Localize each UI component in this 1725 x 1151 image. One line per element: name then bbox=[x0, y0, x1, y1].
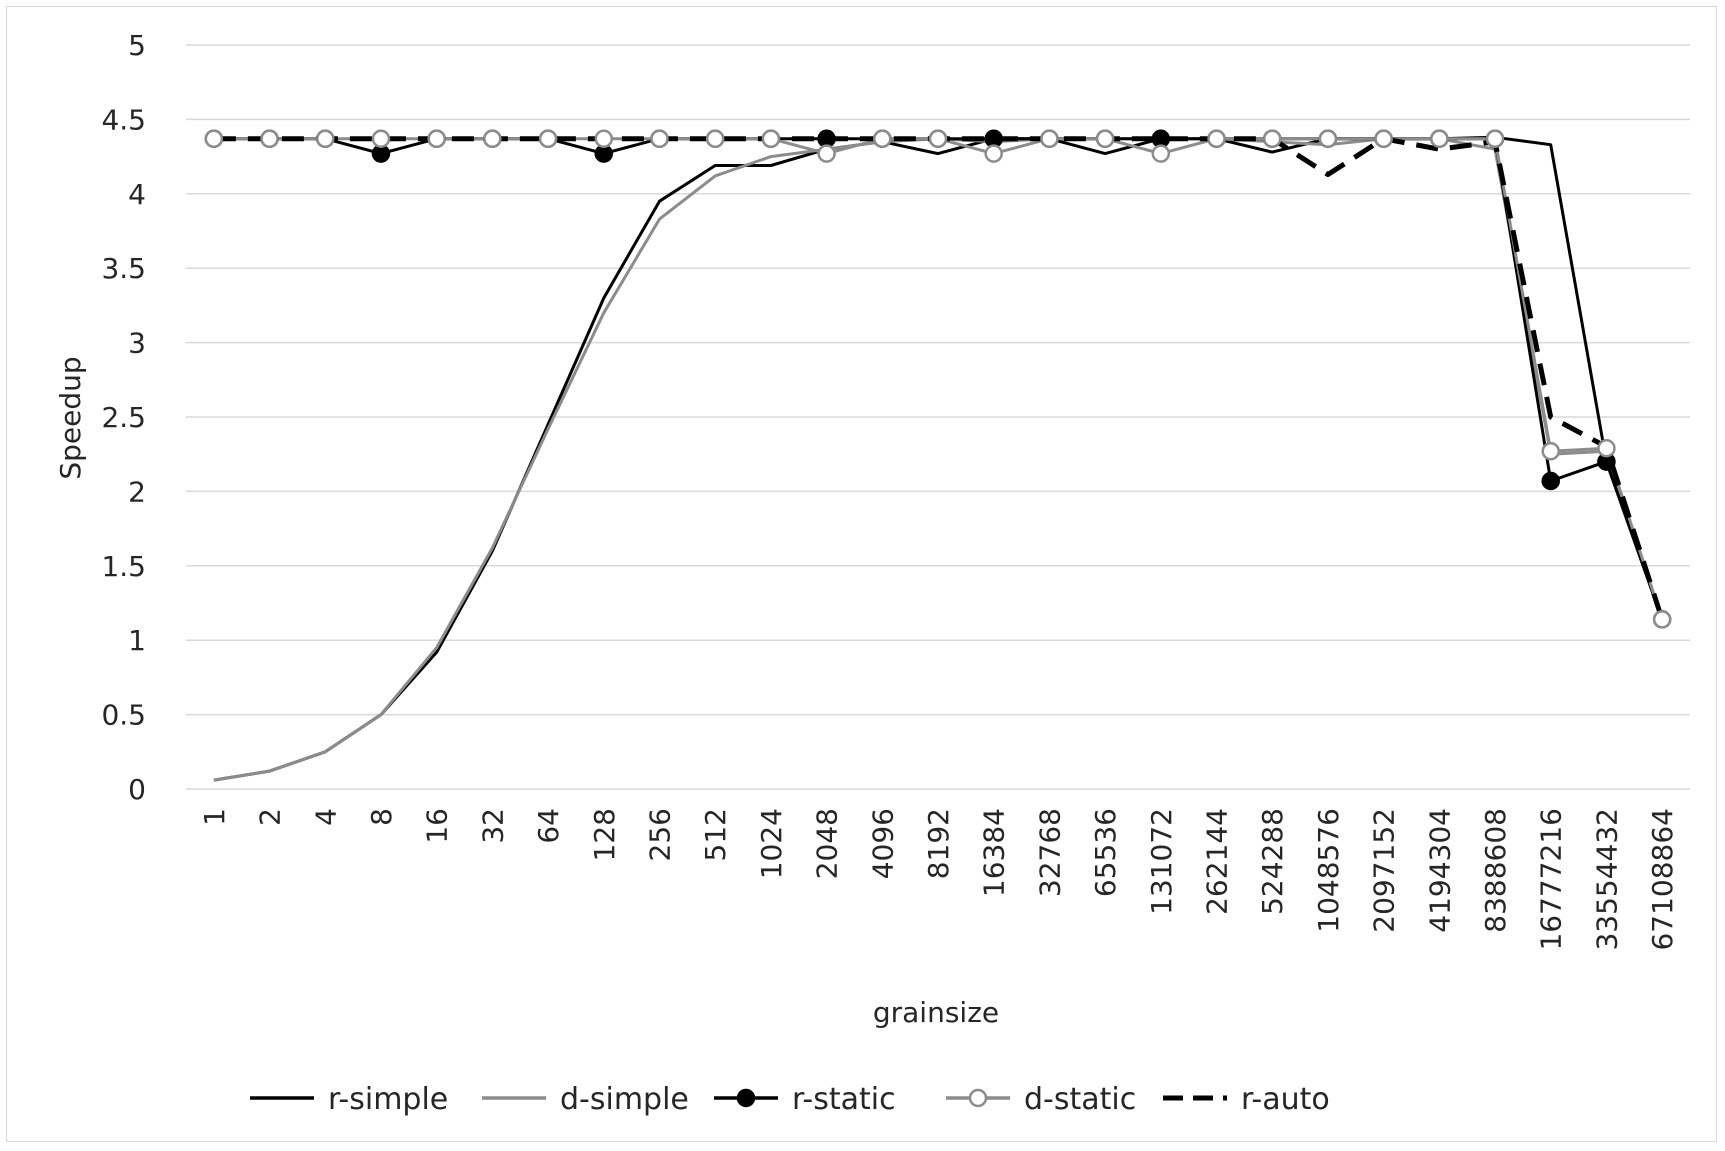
data-point-r-static bbox=[594, 144, 614, 163]
y-tick-label: 2.5 bbox=[101, 401, 146, 434]
data-point-d-static bbox=[650, 129, 669, 148]
x-tick-label: 2097152 bbox=[1368, 808, 1401, 933]
data-point-d-static bbox=[1597, 438, 1616, 458]
legend-label: r-static bbox=[792, 1082, 896, 1117]
data-point-d-static bbox=[761, 129, 781, 148]
y-tick-label: 1 bbox=[128, 624, 146, 657]
y-tick-label: 4 bbox=[128, 178, 146, 211]
data-point-d-static bbox=[427, 129, 446, 148]
legend-label: r-auto bbox=[1241, 1082, 1330, 1117]
legend-label: d-simple bbox=[560, 1082, 689, 1117]
x-tick-label: 1024 bbox=[755, 808, 788, 879]
x-axis-title: grainsize bbox=[873, 996, 999, 1029]
gridlines bbox=[186, 44, 1690, 790]
data-point-d-static bbox=[260, 129, 279, 148]
data-point-d-static bbox=[1541, 441, 1560, 461]
data-point-d-static bbox=[873, 129, 892, 148]
series-line-r-auto bbox=[213, 136, 1665, 621]
x-tick-label: 4096 bbox=[866, 808, 899, 879]
y-axis-title: Speedup bbox=[54, 356, 87, 479]
y-tick-label: 0 bbox=[128, 773, 146, 806]
legend-item-r-static: r-static bbox=[714, 1082, 896, 1117]
legend-item-r-auto: r-auto bbox=[1163, 1082, 1330, 1117]
x-tick-label: 2 bbox=[254, 808, 287, 826]
chart-frame bbox=[6, 6, 1717, 1142]
data-point-r-static bbox=[1541, 471, 1560, 491]
x-tick-label: 1048576 bbox=[1312, 808, 1345, 933]
y-tick-label: 5 bbox=[128, 29, 146, 62]
data-point-d-static bbox=[1374, 129, 1393, 148]
legend-marker-d-static bbox=[968, 1088, 988, 1108]
x-tick-label: 64 bbox=[532, 808, 565, 844]
data-point-r-static bbox=[371, 144, 391, 163]
y-tick-label: 4.5 bbox=[101, 103, 146, 136]
x-tick-label: 16384 bbox=[978, 808, 1011, 897]
data-point-d-static bbox=[705, 129, 725, 148]
x-tick-label: 16777216 bbox=[1535, 808, 1568, 951]
legend-marker-r-static bbox=[736, 1088, 756, 1108]
x-tick-label: 128 bbox=[588, 808, 621, 861]
series-lines bbox=[213, 135, 1665, 782]
data-point-d-static bbox=[316, 129, 335, 148]
x-tick-label: 33554432 bbox=[1590, 808, 1623, 951]
series-line-r-static bbox=[213, 137, 1664, 620]
data-point-d-static bbox=[984, 144, 1003, 163]
data-point-d-static bbox=[1652, 610, 1672, 629]
data-point-d-static bbox=[483, 129, 502, 148]
series-line-d-simple bbox=[213, 137, 1664, 782]
legend-item-r-simple: r-simple bbox=[250, 1082, 448, 1117]
x-tick-label: 2048 bbox=[811, 808, 844, 879]
data-point-r-static bbox=[817, 129, 836, 148]
x-tick-label: 131072 bbox=[1145, 808, 1178, 915]
legend-item-d-static: d-static bbox=[946, 1082, 1136, 1117]
series-line-d-static bbox=[213, 137, 1664, 620]
y-tick-label: 1.5 bbox=[101, 550, 146, 583]
data-point-d-static bbox=[928, 129, 948, 148]
legend-label: r-simple bbox=[328, 1082, 448, 1117]
legend: r-simple d-simple r-static d-static r-auto bbox=[250, 1082, 1330, 1117]
x-tick-label: 16 bbox=[421, 808, 454, 844]
x-tick-label: 256 bbox=[643, 808, 676, 861]
y-tick-label: 3 bbox=[128, 327, 146, 360]
data-point-d-static bbox=[204, 129, 224, 148]
x-tick-label: 32768 bbox=[1033, 808, 1066, 897]
x-tick-label: 65536 bbox=[1089, 808, 1122, 897]
data-point-d-static bbox=[1262, 129, 1282, 148]
data-point-d-static bbox=[594, 129, 614, 148]
data-point-d-static bbox=[1318, 129, 1338, 148]
x-tick-label: 524288 bbox=[1256, 808, 1289, 915]
x-tick-label: 1 bbox=[198, 808, 231, 826]
x-tick-label: 262144 bbox=[1201, 808, 1234, 915]
y-axis-ticks: 0 0.5 1 1.5 2 2.5 3 3.5 4 4.5 5 bbox=[101, 29, 146, 806]
data-point-d-static bbox=[1207, 129, 1226, 148]
data-point-d-static bbox=[1095, 129, 1115, 148]
data-point-d-static bbox=[1151, 144, 1171, 163]
data-point-d-static bbox=[1040, 129, 1059, 148]
x-tick-label: 8388608 bbox=[1479, 808, 1512, 933]
y-tick-label: 2 bbox=[128, 475, 146, 508]
series-line-r-simple bbox=[213, 135, 1664, 782]
legend-label: d-static bbox=[1024, 1082, 1136, 1117]
x-tick-label: 4 bbox=[309, 808, 342, 826]
data-point-d-static bbox=[1485, 129, 1505, 148]
data-point-r-static bbox=[1151, 129, 1171, 148]
data-point-r-static bbox=[984, 129, 1003, 148]
x-tick-label: 8 bbox=[365, 808, 398, 826]
data-point-d-static bbox=[817, 144, 836, 163]
x-tick-label: 4194304 bbox=[1423, 808, 1456, 933]
x-tick-label: 512 bbox=[699, 808, 732, 861]
x-tick-label: 67108864 bbox=[1646, 808, 1679, 951]
legend-item-d-simple: d-simple bbox=[482, 1082, 689, 1117]
x-tick-label: 32 bbox=[476, 808, 509, 844]
data-point-d-static bbox=[371, 129, 391, 148]
data-point-d-static bbox=[1430, 129, 1449, 148]
x-axis-ticks: 1 2 4 8 16 32 64 128 256 512 1024 2048 4096 8192 16384… bbox=[198, 808, 1679, 951]
x-tick-label: 8192 bbox=[922, 808, 955, 879]
y-tick-label: 0.5 bbox=[101, 699, 146, 732]
data-point-d-static bbox=[538, 129, 558, 148]
y-tick-label: 3.5 bbox=[101, 252, 146, 285]
series-markers bbox=[204, 129, 1672, 629]
